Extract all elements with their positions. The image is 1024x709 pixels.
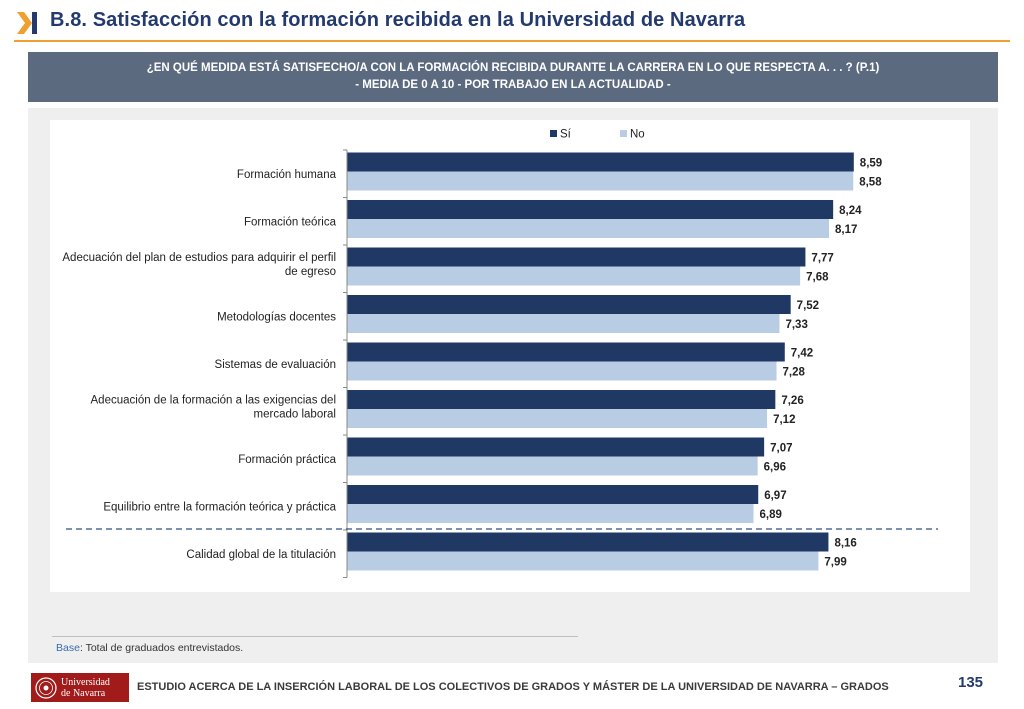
category-label-8: Equilibrio entre la formación teórica y …: [103, 501, 336, 513]
value-label-no-2: 8,17: [835, 224, 857, 236]
bar-si-7: [347, 437, 765, 457]
category-label-6-line-1: Adecuación de la formación a las exigenc…: [91, 394, 336, 406]
legend-label-1: Sí: [560, 129, 572, 141]
value-label-no-6: 7,12: [773, 414, 795, 426]
logo-line-1: Universidad: [61, 676, 110, 688]
logo-line-2: de Navarra: [61, 687, 106, 699]
category-label-5: Sistemas de evaluación: [215, 359, 336, 371]
page-number: 135: [958, 674, 984, 691]
value-label-si-5: 7,42: [791, 348, 813, 360]
question-banner: ¿EN QUÉ MEDIDA ESTÁ SATISFECHO/A CON LA …: [28, 52, 998, 102]
page-title: B.8. Satisfacción con la formación recib…: [50, 9, 746, 31]
university-seal-icon: [35, 676, 57, 699]
bar-no-5: [347, 361, 777, 381]
category-label-3-line-2: de egreso: [285, 266, 336, 278]
value-label-si-7: 7,07: [770, 443, 792, 455]
value-label-no-3: 7,68: [806, 272, 829, 284]
bar-si-9: [347, 532, 829, 552]
base-note-key: Base: [56, 642, 80, 654]
value-label-si-2: 8,24: [839, 205, 862, 217]
value-label-si-8: 6,97: [764, 490, 786, 502]
bar-si-3: [347, 247, 806, 267]
value-label-si-9: 8,16: [834, 538, 856, 550]
value-label-no-9: 7,99: [824, 557, 846, 569]
value-label-no-4: 7,33: [785, 319, 807, 331]
bar-no-8: [347, 504, 754, 523]
value-label-no-8: 6,89: [760, 509, 782, 521]
bar-no-9: [347, 551, 819, 571]
base-note: Base: Total de graduados entrevistados.: [56, 642, 243, 654]
bar-no-1: [347, 171, 854, 191]
bar-si-8: [347, 485, 759, 504]
bar-si-2: [347, 200, 834, 219]
legend-swatch-2: [620, 130, 627, 137]
legend-swatch-1: [550, 130, 557, 137]
category-label-4: Metodologías docentes: [217, 311, 336, 323]
value-label-si-1: 8,59: [860, 158, 882, 170]
value-label-no-1: 8,58: [859, 177, 882, 189]
bar-si-5: [347, 342, 785, 362]
bar-si-4: [347, 295, 791, 314]
base-divider: [52, 636, 578, 637]
value-label-si-4: 7,52: [797, 300, 819, 312]
category-label-7: Formación práctica: [238, 454, 336, 466]
category-label-3-line-1: Adecuación del plan de estudios para adq…: [62, 252, 336, 264]
university-logo: Universidad de Navarra: [31, 673, 129, 702]
category-label-1: Formación humana: [237, 169, 337, 181]
category-label-9: Calidad global de la titulación: [186, 549, 336, 561]
chart-area: Sí No 8,59 8,58 Formación humana 8,24 8,17 Form…: [50, 120, 970, 592]
question-line-2: - MEDIA DE 0 A 10 - POR TRABAJO EN LA AC…: [355, 79, 671, 91]
bar-no-4: [347, 314, 780, 333]
bar-no-2: [347, 219, 830, 238]
bar-no-3: [347, 266, 801, 286]
bar-chart: Sí No 8,59 8,58 Formación humana 8,24 8,17 Form…: [62, 129, 938, 578]
bar-no-6: [347, 409, 768, 428]
category-label-2: Formación teórica: [244, 216, 337, 228]
footer-text: ESTUDIO ACERCA DE LA INSERCIÓN LABORAL D…: [137, 681, 889, 693]
category-label-6-line-2: mercado laboral: [254, 408, 336, 420]
value-label-no-5: 7,28: [783, 367, 806, 379]
title-divider: [14, 40, 1010, 42]
chevron-bar-icon: [17, 12, 37, 34]
bar-si-1: [347, 152, 854, 172]
bar-no-7: [347, 456, 758, 476]
value-label-si-3: 7,77: [811, 253, 833, 265]
legend-label-2: No: [630, 129, 645, 141]
value-label-si-6: 7,26: [781, 395, 803, 407]
value-label-no-7: 6,96: [764, 462, 786, 474]
question-line-1: ¿EN QUÉ MEDIDA ESTÁ SATISFECHO/A CON LA …: [146, 62, 880, 74]
bar-si-6: [347, 390, 776, 409]
base-note-text: : Total de graduados entrevistados.: [79, 642, 244, 654]
